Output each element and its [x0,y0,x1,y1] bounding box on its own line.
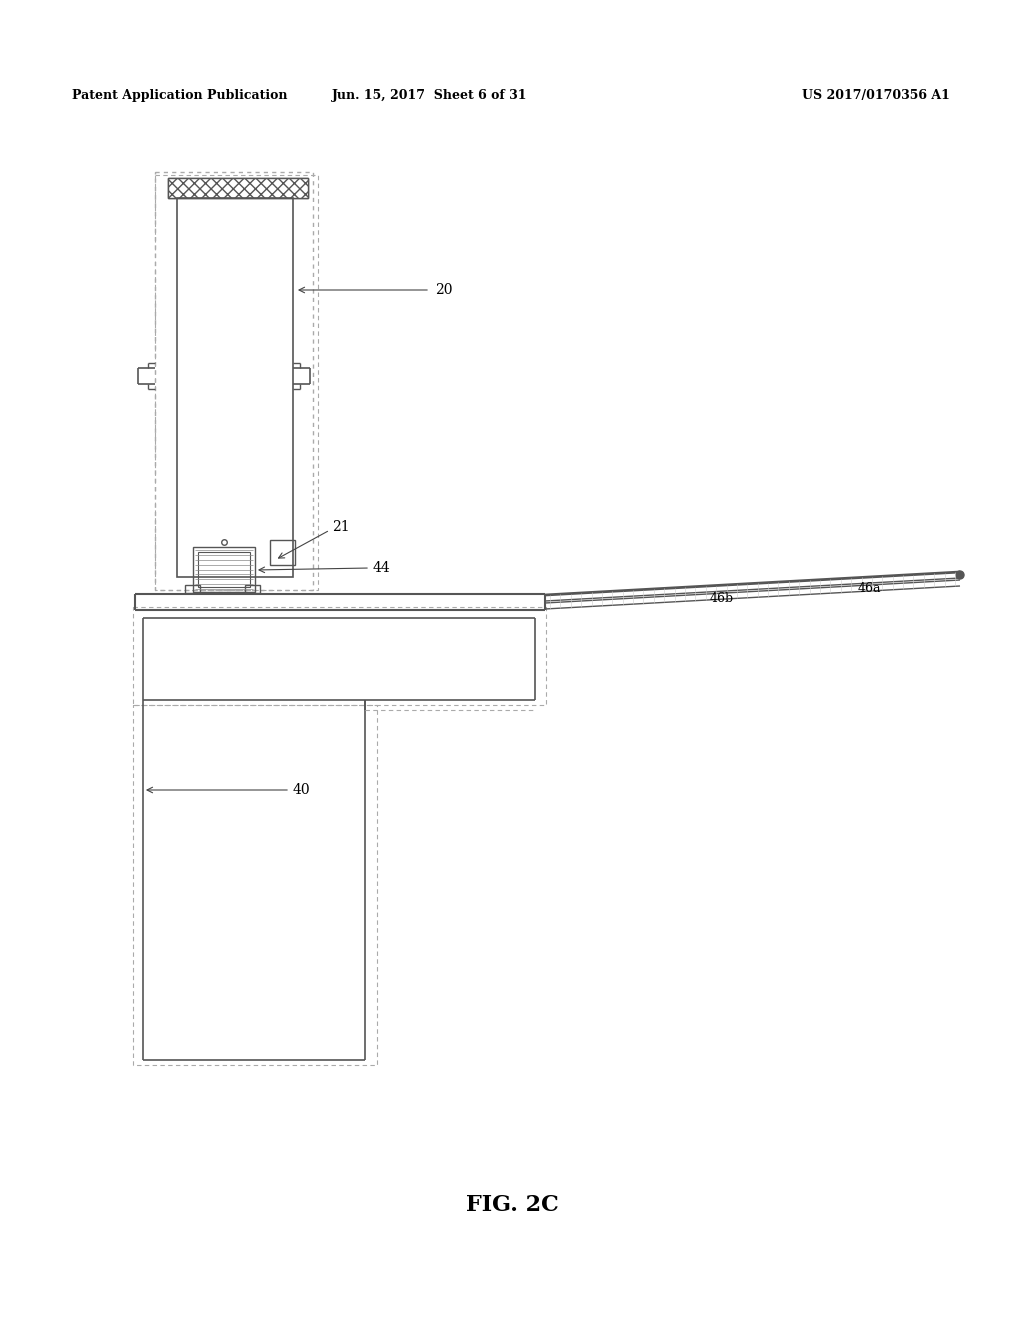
Bar [155,176,318,590]
Text: Patent Application Publication: Patent Application Publication [72,88,288,102]
Text: 20: 20 [435,282,453,297]
Bar [245,585,260,593]
Text: FIG. 2C: FIG. 2C [466,1195,558,1216]
Text: 44: 44 [373,561,391,576]
Text: Jun. 15, 2017  Sheet 6 of 31: Jun. 15, 2017 Sheet 6 of 31 [332,88,527,102]
Bar [168,178,308,198]
Bar [198,552,250,587]
Ellipse shape [956,572,964,579]
Bar [193,546,255,591]
Bar [155,172,313,590]
Bar [270,540,295,565]
Text: 21: 21 [332,520,349,535]
Text: 40: 40 [293,783,310,797]
Text: US 2017/0170356 A1: US 2017/0170356 A1 [802,88,950,102]
Bar [133,607,546,705]
Text: 46a: 46a [858,582,882,594]
Bar [177,198,293,577]
Bar [168,178,308,198]
Bar [133,705,377,1065]
Bar [185,585,200,593]
Text: 46b: 46b [710,591,734,605]
